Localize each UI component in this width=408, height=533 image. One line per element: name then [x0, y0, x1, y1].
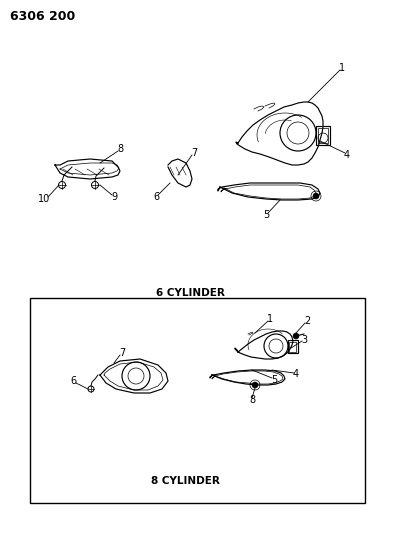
- Text: 10: 10: [38, 194, 50, 204]
- Text: 7: 7: [119, 348, 125, 358]
- Circle shape: [313, 193, 319, 199]
- Text: 1: 1: [339, 63, 345, 73]
- Circle shape: [252, 382, 258, 388]
- Text: 5: 5: [271, 375, 277, 385]
- Text: 8 CYLINDER: 8 CYLINDER: [151, 476, 220, 486]
- Text: 6: 6: [70, 376, 76, 386]
- Text: 1: 1: [267, 314, 273, 324]
- Bar: [318, 128, 328, 143]
- Bar: [316, 126, 330, 145]
- Text: 4: 4: [344, 150, 350, 160]
- Text: 8: 8: [249, 395, 255, 405]
- Text: 7: 7: [191, 148, 197, 158]
- Text: 6: 6: [153, 192, 159, 202]
- Text: 2: 2: [304, 316, 310, 326]
- Text: 6 CYLINDER: 6 CYLINDER: [155, 288, 224, 298]
- Circle shape: [293, 333, 299, 339]
- Bar: [289, 342, 296, 352]
- Bar: [30, 298, 365, 503]
- Bar: [288, 340, 298, 353]
- Text: 3: 3: [301, 335, 307, 345]
- Text: 9: 9: [111, 192, 117, 202]
- Text: 8: 8: [117, 144, 123, 154]
- Text: 4: 4: [293, 369, 299, 379]
- Text: 5: 5: [263, 210, 269, 220]
- Text: 6306 200: 6306 200: [10, 10, 75, 23]
